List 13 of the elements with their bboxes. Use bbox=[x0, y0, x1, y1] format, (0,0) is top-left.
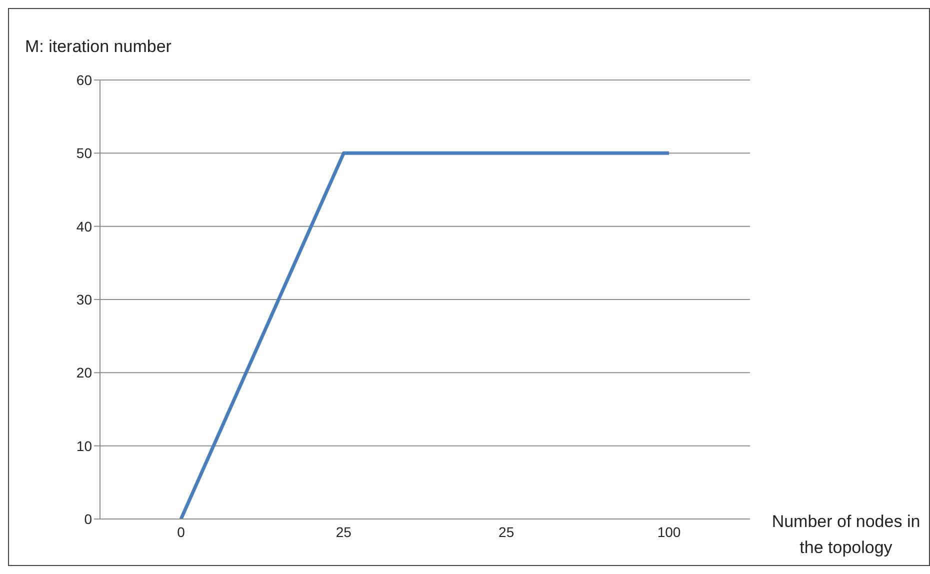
y-tick-label: 20 bbox=[76, 364, 92, 381]
y-tick-label: 50 bbox=[76, 145, 92, 162]
y-axis-title: M: iteration number bbox=[25, 37, 172, 57]
x-axis-title: Number of nodes in the topology bbox=[771, 511, 921, 559]
y-tick-label: 60 bbox=[76, 72, 92, 88]
x-tick-label: 25 bbox=[336, 524, 352, 540]
x-tick-label: 25 bbox=[498, 524, 514, 540]
y-tick-label: 10 bbox=[76, 438, 92, 454]
x-tick-label: 100 bbox=[657, 524, 681, 540]
y-tick-label: 0 bbox=[84, 510, 92, 527]
y-tick-label: 40 bbox=[76, 218, 92, 234]
x-tick-label: 0 bbox=[177, 524, 186, 540]
y-tick-label: 30 bbox=[76, 291, 92, 308]
